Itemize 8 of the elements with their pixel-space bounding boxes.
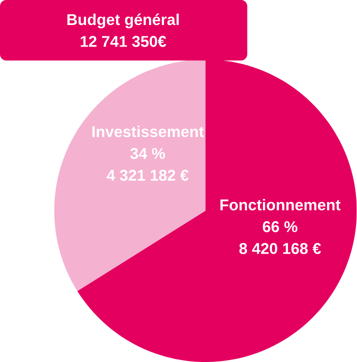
text: 66 % (262, 221, 298, 232)
chart-subtitle: 12 741 350€ (80, 36, 166, 47)
slice-label: Investissement (92, 126, 204, 138)
data-label: 4 321 182 € (106, 170, 189, 181)
text: 34 % (130, 148, 166, 159)
chart-title: Budget général (68, 14, 179, 28)
data-label: 8 420 168 € (239, 243, 322, 254)
slice-label: Fonctionnement (220, 198, 341, 210)
